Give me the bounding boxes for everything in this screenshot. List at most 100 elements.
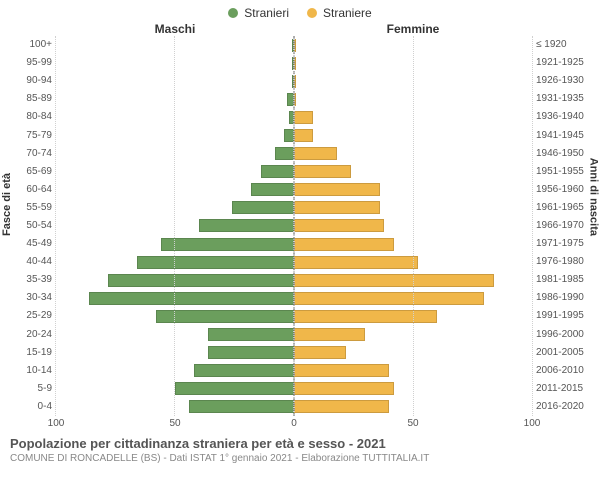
birth-label: 1976-1980 — [536, 254, 594, 271]
bar-female — [294, 183, 380, 196]
x-tick-label: 50 — [169, 418, 180, 429]
y-axis-age: 100+95-9990-9485-8980-8475-7970-7465-696… — [6, 36, 56, 416]
legend-item-male: Stranieri — [228, 6, 289, 20]
bar-male — [137, 256, 294, 269]
bar-female — [294, 147, 337, 160]
bar-male — [161, 238, 294, 251]
birth-label: 2006-2010 — [536, 362, 594, 379]
bar-row — [294, 91, 532, 108]
birth-label: 1931-1935 — [536, 91, 594, 108]
bars-female — [294, 36, 532, 416]
x-tick-label: 50 — [407, 418, 418, 429]
bar-row — [294, 37, 532, 54]
bar-male — [108, 274, 294, 287]
birth-label: 1991-1995 — [536, 308, 594, 325]
bar-row — [56, 181, 294, 198]
bar-row — [294, 272, 532, 289]
y-axis-birth: ≤ 19201921-19251926-19301931-19351936-19… — [532, 36, 594, 416]
birth-label: 1961-1965 — [536, 199, 594, 216]
bar-male — [89, 292, 294, 305]
bar-male — [156, 310, 294, 323]
bar-female — [294, 382, 394, 395]
legend-swatch-female — [307, 8, 317, 18]
age-label: 95-99 — [6, 55, 52, 72]
bar-row — [294, 145, 532, 162]
age-label: 80-84 — [6, 109, 52, 126]
bar-row — [56, 236, 294, 253]
birth-label: 1926-1930 — [536, 73, 594, 90]
header-female: Femmine — [294, 22, 532, 36]
bar-row — [294, 398, 532, 415]
bar-row — [56, 254, 294, 271]
bar-male — [208, 328, 294, 341]
bar-male — [251, 183, 294, 196]
legend-label-male: Stranieri — [244, 6, 289, 20]
bar-row — [56, 73, 294, 90]
bar-female — [294, 256, 418, 269]
chart-title: Popolazione per cittadinanza straniera p… — [10, 436, 590, 451]
bar-female — [294, 219, 384, 232]
bar-row — [56, 398, 294, 415]
plot-area — [56, 36, 532, 416]
birth-label: 1936-1940 — [536, 109, 594, 126]
age-label: 90-94 — [6, 73, 52, 90]
bar-row — [56, 199, 294, 216]
birth-label: 1996-2000 — [536, 326, 594, 343]
age-label: 5-9 — [6, 380, 52, 397]
bar-female — [294, 111, 313, 124]
birth-label: 2011-2015 — [536, 380, 594, 397]
bar-row — [294, 127, 532, 144]
birth-label: 2016-2020 — [536, 398, 594, 415]
bar-row — [56, 55, 294, 72]
bar-female — [294, 201, 380, 214]
bar-row — [294, 55, 532, 72]
bar-row — [294, 163, 532, 180]
bar-row — [294, 217, 532, 234]
birth-label: 1946-1950 — [536, 145, 594, 162]
bar-male — [175, 382, 294, 395]
bar-row — [294, 109, 532, 126]
bar-female — [294, 129, 313, 142]
birth-label: 1951-1955 — [536, 163, 594, 180]
age-label: 35-39 — [6, 272, 52, 289]
age-label: 85-89 — [6, 91, 52, 108]
x-tick-label: 0 — [291, 418, 297, 429]
legend-swatch-male — [228, 8, 238, 18]
x-axis: 10050050100 — [0, 416, 600, 430]
bar-male — [194, 364, 294, 377]
age-label: 15-19 — [6, 344, 52, 361]
age-label: 75-79 — [6, 127, 52, 144]
bar-male — [275, 147, 294, 160]
bar-male — [232, 201, 294, 214]
bars-male — [56, 36, 294, 416]
bar-female — [294, 165, 351, 178]
bar-row — [294, 308, 532, 325]
bar-row — [56, 380, 294, 397]
bar-row — [294, 181, 532, 198]
bar-male — [199, 219, 294, 232]
x-tick-label: 100 — [524, 418, 541, 429]
bar-row — [56, 37, 294, 54]
bar-female — [294, 364, 389, 377]
bar-female — [294, 292, 484, 305]
bar-row — [56, 109, 294, 126]
bar-female — [294, 310, 437, 323]
y-axis-title-left: Fasce di età — [1, 173, 13, 236]
bar-row — [56, 145, 294, 162]
bar-female — [294, 346, 346, 359]
bar-row — [294, 199, 532, 216]
header-male: Maschi — [56, 22, 294, 36]
bar-row — [294, 73, 532, 90]
birth-label: 1956-1960 — [536, 181, 594, 198]
bar-male — [189, 400, 294, 413]
birth-label: ≤ 1920 — [536, 37, 594, 54]
age-label: 100+ — [6, 37, 52, 54]
age-label: 70-74 — [6, 145, 52, 162]
bar-male — [208, 346, 294, 359]
age-label: 0-4 — [6, 398, 52, 415]
age-label: 45-49 — [6, 236, 52, 253]
bar-female — [294, 400, 389, 413]
bar-row — [56, 308, 294, 325]
column-headers: Maschi Femmine — [0, 22, 600, 36]
bar-row — [294, 254, 532, 271]
